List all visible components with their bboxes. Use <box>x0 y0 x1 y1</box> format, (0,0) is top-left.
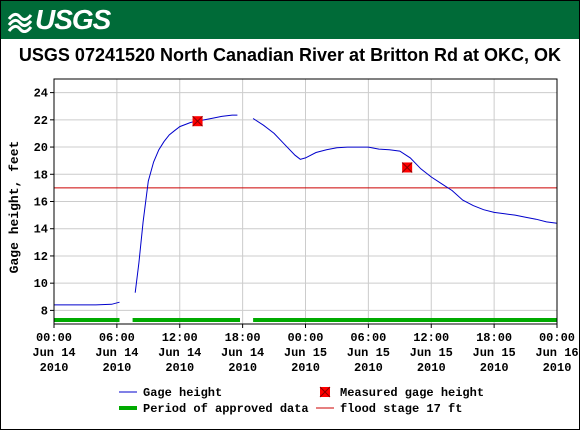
x-tick-label: 18:00 <box>225 331 261 345</box>
y-tick-label: 12 <box>34 250 48 264</box>
gage-height-line <box>134 114 238 293</box>
y-tick-label: 18 <box>34 168 48 182</box>
legend-marker-measured <box>319 386 331 398</box>
measured-cross <box>401 162 413 173</box>
y-tick-label: 22 <box>34 114 48 128</box>
x-tick-label: 06:00 <box>350 331 386 345</box>
y-tick-label: 14 <box>34 223 48 237</box>
approved-data-bar <box>253 318 557 322</box>
x-tick-label: Jun 15 <box>410 346 453 360</box>
measured-gage-point <box>192 115 203 127</box>
x-tick-label: Jun 15 <box>473 346 516 360</box>
legend-label-approved: Period of approved data <box>143 402 309 416</box>
x-tick-label: 2010 <box>40 361 69 375</box>
x-tick-label: 00:00 <box>287 331 323 345</box>
legend-label-flood: flood stage 17 ft <box>340 402 462 416</box>
plot-border <box>53 78 558 325</box>
y-axis-ticks: 8 10 12 14 16 18 20 22 24 <box>34 87 54 318</box>
x-tick-label: 2010 <box>417 361 446 375</box>
x-tick-label: 2010 <box>102 361 131 375</box>
x-tick-label: 18:00 <box>476 331 512 345</box>
gage-height-line <box>54 301 120 306</box>
legend: Gage height Measured gage height Period of… <box>119 386 484 416</box>
x-tick-label: 2010 <box>228 361 257 375</box>
approved-data-bar <box>54 318 120 322</box>
x-tick-label: 12:00 <box>413 331 449 345</box>
measured-gage-point <box>401 162 413 173</box>
x-tick-label: 12:00 <box>162 331 198 345</box>
y-axis-label: Gage height, feet <box>7 141 22 274</box>
x-tick-label: Jun 15 <box>284 346 327 360</box>
legend-swatch-approved <box>119 406 137 410</box>
gage-height-line <box>252 118 558 224</box>
x-tick-label: Jun 14 <box>32 346 75 360</box>
x-tick-label: 2010 <box>543 361 572 375</box>
measured-cross <box>319 386 331 398</box>
legend-label-gage: Gage height <box>143 386 222 400</box>
x-tick-label: 00:00 <box>539 331 575 345</box>
usgs-logo-text: USGS <box>35 4 111 35</box>
legend-label-measured: Measured gage height <box>340 386 484 400</box>
y-tick-label: 10 <box>34 277 48 291</box>
x-tick-label: Jun 14 <box>221 346 264 360</box>
gage-height-series <box>54 114 558 306</box>
x-tick-label: 2010 <box>354 361 383 375</box>
legend-bar-approved <box>119 406 137 410</box>
x-tick-label: Jun 15 <box>347 346 390 360</box>
y-tick-label: 24 <box>34 87 48 101</box>
measured-cross <box>192 115 203 127</box>
x-tick-label: 2010 <box>165 361 194 375</box>
x-tick-label: 2010 <box>291 361 320 375</box>
y-tick-label: 20 <box>34 141 48 155</box>
x-tick-label: 2010 <box>480 361 509 375</box>
x-tick-label: 06:00 <box>99 331 135 345</box>
usgs-wave-icon <box>7 12 33 33</box>
plot-border-rect <box>53 78 558 325</box>
usgs-banner: USGS <box>1 1 579 39</box>
x-tick-label: Jun 14 <box>95 346 138 360</box>
x-tick-label: 00:00 <box>36 331 72 345</box>
gage-height-chart: USGS 07241520 North Canadian River at Br… <box>7 45 579 416</box>
measured-points <box>192 115 413 173</box>
x-tick-label: Jun 14 <box>158 346 201 360</box>
approved-data-bar <box>132 318 241 322</box>
legend-swatch-measured <box>319 386 331 398</box>
y-tick-label: 16 <box>34 196 48 210</box>
x-tick-label: Jun 16 <box>535 346 578 360</box>
chart-title: USGS 07241520 North Canadian River at Br… <box>19 45 561 65</box>
approved-data-bars <box>54 318 557 322</box>
y-tick-label: 8 <box>41 304 48 318</box>
usgs-logo[interactable]: USGS <box>7 4 111 35</box>
